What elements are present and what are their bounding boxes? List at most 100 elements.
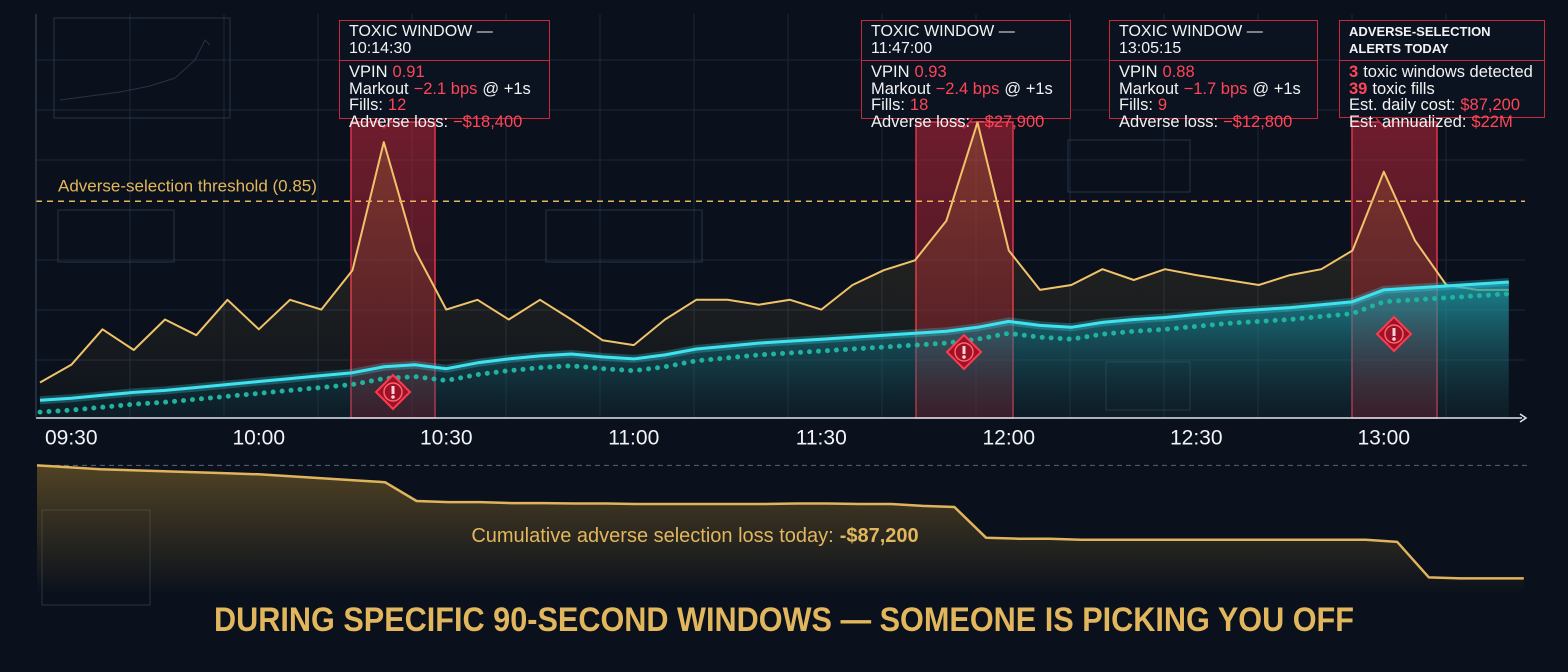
loss-annotation: Cumulative adverse selection loss today:… bbox=[471, 525, 918, 547]
row-value: 9 bbox=[1157, 96, 1168, 114]
row-value: −$12,800 bbox=[1223, 112, 1293, 131]
alert-value: 39 bbox=[1349, 79, 1368, 98]
callout-body: VPIN 0.93 Markout −2.4 bps @ +1s Fills: 18 Adve… bbox=[862, 61, 1070, 133]
callout-row: Markout −2.1 bps @ +1s bbox=[349, 79, 540, 98]
alerts-box: ADVERSE-SELECTION ALERTS TODAY 3 toxic win… bbox=[1339, 20, 1545, 130]
warning-ring bbox=[954, 342, 974, 362]
toxic-callout: TOXIC WINDOW — 13:05:15 VPIN 0.88 Markout −1… bbox=[1109, 20, 1318, 130]
row-label: VPIN bbox=[871, 63, 910, 81]
alert-label: toxic windows detected bbox=[1363, 63, 1533, 81]
callout-row: Fills: 18 bbox=[871, 97, 1061, 114]
callout-row: Markout −1.7 bps @ +1s bbox=[1119, 79, 1308, 98]
warning-bar bbox=[962, 346, 966, 354]
callout-row: VPIN 0.88 bbox=[1119, 64, 1308, 81]
row-value: −$18,400 bbox=[453, 112, 523, 131]
callout-body: VPIN 0.91 Markout −2.1 bps @ +1s Fills: 12 Adve… bbox=[340, 61, 549, 133]
row-label: Markout bbox=[1119, 79, 1179, 98]
row-value: 0.93 bbox=[914, 63, 947, 81]
row-value: −1.7 bps bbox=[1183, 79, 1248, 98]
row-value: 12 bbox=[387, 96, 407, 114]
row-value: −$27,900 bbox=[975, 112, 1045, 131]
x-tick-label: 10:00 bbox=[232, 427, 285, 450]
alert-row: 39 toxic fills bbox=[1349, 79, 1535, 98]
warning-bar bbox=[391, 386, 395, 394]
row-label: Fills: bbox=[871, 96, 905, 114]
row-label: VPIN bbox=[349, 63, 388, 81]
callout-pointer bbox=[1375, 117, 1395, 130]
callout-row: Adverse loss: −$27,900 bbox=[871, 112, 1061, 131]
x-tick-label: 10:30 bbox=[420, 427, 473, 450]
callout-pointer bbox=[954, 117, 974, 130]
warning-dot bbox=[391, 395, 395, 399]
toxic-callout: TOXIC WINDOW — 10:14:30 VPIN 0.91 Markout −2… bbox=[339, 20, 550, 130]
callout-row: Adverse loss: −$18,400 bbox=[349, 112, 540, 131]
x-tick-label: 12:00 bbox=[982, 427, 1035, 450]
alert-row: 3 toxic windows detected bbox=[1349, 64, 1535, 81]
alert-value: 3 bbox=[1349, 63, 1359, 81]
row-suffix: @ +1s bbox=[482, 79, 531, 98]
row-suffix: @ +1s bbox=[1004, 79, 1053, 98]
alert-label: Est. annualized: bbox=[1349, 112, 1467, 131]
alert-value: $87,200 bbox=[1460, 96, 1521, 114]
toxic-callout: TOXIC WINDOW — 11:47:00 VPIN 0.93 Markout −2… bbox=[861, 20, 1071, 130]
x-tick-label: 12:30 bbox=[1170, 427, 1223, 450]
callout-title: TOXIC WINDOW — 13:05:15 bbox=[1110, 21, 1317, 61]
row-value: −2.1 bps bbox=[413, 79, 478, 98]
loss-line bbox=[36, 464, 1524, 580]
warning-dot bbox=[1392, 337, 1396, 341]
warning-ring bbox=[1384, 324, 1404, 344]
callout-row: Fills: 12 bbox=[349, 97, 540, 114]
warning-icon bbox=[374, 373, 412, 411]
x-tick-label: 11:30 bbox=[796, 427, 847, 450]
callout-title: TOXIC WINDOW — 11:47:00 bbox=[862, 21, 1070, 61]
row-value: 0.88 bbox=[1162, 63, 1195, 81]
threshold-label: Adverse-selection threshold (0.85) bbox=[58, 177, 317, 196]
row-label: Markout bbox=[349, 79, 409, 98]
row-label: Markout bbox=[871, 79, 931, 98]
row-label: Fills: bbox=[349, 96, 383, 114]
row-value: −2.4 bps bbox=[935, 79, 1000, 98]
callout-row: VPIN 0.91 bbox=[349, 64, 540, 81]
alert-row: Est. daily cost: $87,200 bbox=[1349, 97, 1535, 114]
callout-row: Markout −2.4 bps @ +1s bbox=[871, 79, 1061, 98]
alerts-body: 3 toxic windows detected 39 toxic fills Est.… bbox=[1340, 61, 1544, 133]
warning-bar bbox=[1392, 328, 1396, 336]
x-axis-arrow bbox=[1519, 413, 1528, 423]
x-tick-label: 13:00 bbox=[1357, 427, 1410, 450]
annotation-label: Cumulative adverse selection loss today: bbox=[471, 525, 833, 547]
annotation-value: -$87,200 bbox=[840, 525, 919, 547]
callout-row: Adverse loss: −$12,800 bbox=[1119, 112, 1308, 131]
alert-row: Est. annualized: $22M bbox=[1349, 112, 1535, 131]
row-value: 0.91 bbox=[392, 63, 425, 81]
x-tick-label: 09:30 bbox=[45, 427, 98, 450]
callout-row: Fills: 9 bbox=[1119, 97, 1308, 114]
warning-ring bbox=[383, 382, 403, 402]
series-line bbox=[39, 121, 1509, 384]
alerts-title: ADVERSE-SELECTION ALERTS TODAY bbox=[1340, 21, 1544, 61]
series-line bbox=[39, 280, 1509, 402]
headline: DURING SPECIFIC 90-SECOND WINDOWS — SOME… bbox=[214, 601, 1354, 639]
loss-area bbox=[37, 465, 1524, 595]
callout-title: TOXIC WINDOW — 10:14:30 bbox=[340, 21, 549, 61]
callout-pointer bbox=[374, 117, 394, 130]
row-label: Adverse loss: bbox=[871, 112, 971, 131]
alert-label: toxic fills bbox=[1372, 79, 1435, 98]
series-line bbox=[37, 291, 1512, 415]
x-tick-label: 11:00 bbox=[608, 427, 659, 450]
series-area bbox=[40, 282, 1509, 418]
row-suffix: @ +1s bbox=[1252, 79, 1301, 98]
callout-row: VPIN 0.93 bbox=[871, 64, 1061, 81]
row-label: Fills: bbox=[1119, 96, 1153, 114]
row-value: 18 bbox=[909, 96, 929, 114]
warning-icon bbox=[1375, 315, 1413, 353]
warning-icon bbox=[945, 333, 983, 371]
row-label: VPIN bbox=[1119, 63, 1158, 81]
alert-value: $22M bbox=[1471, 112, 1513, 131]
callout-body: VPIN 0.88 Markout −1.7 bps @ +1s Fills: 9 Adver… bbox=[1110, 61, 1317, 133]
row-label: Adverse loss: bbox=[349, 112, 449, 131]
warning-dot bbox=[962, 355, 966, 359]
row-label: Adverse loss: bbox=[1119, 112, 1219, 131]
alert-label: Est. daily cost: bbox=[1349, 96, 1456, 114]
